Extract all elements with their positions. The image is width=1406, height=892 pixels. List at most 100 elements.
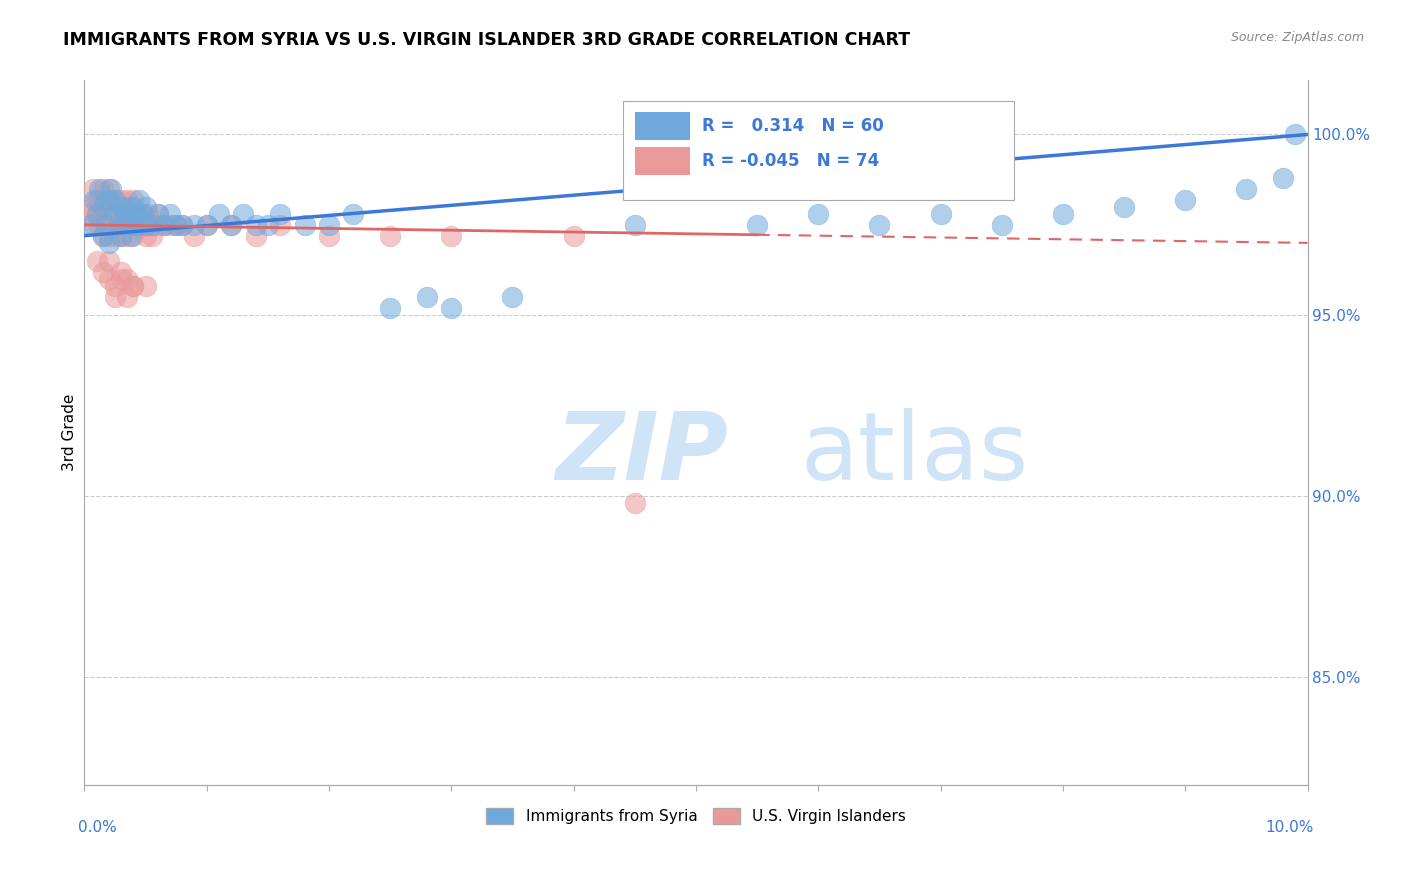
- Point: [91, 200, 114, 214]
- Point: [122, 279, 145, 293]
- Point: [195, 218, 218, 232]
- Point: [107, 218, 129, 232]
- Point: [104, 207, 127, 221]
- Point: [141, 218, 163, 232]
- Point: [195, 218, 218, 232]
- Y-axis label: 3rd Grade: 3rd Grade: [62, 394, 77, 471]
- Point: [97, 228, 120, 243]
- Point: [104, 193, 127, 207]
- Point: [91, 182, 114, 196]
- Point: [132, 207, 155, 221]
- FancyBboxPatch shape: [623, 102, 1014, 200]
- Point: [110, 228, 132, 243]
- Point: [120, 228, 142, 243]
- FancyBboxPatch shape: [636, 147, 690, 176]
- Point: [120, 207, 142, 221]
- Point: [219, 218, 242, 232]
- Text: 10.0%: 10.0%: [1265, 821, 1313, 835]
- Point: [86, 207, 108, 221]
- Point: [380, 301, 402, 315]
- Point: [77, 200, 100, 214]
- Point: [159, 207, 181, 221]
- Point: [122, 279, 145, 293]
- Point: [122, 228, 145, 243]
- Point: [183, 218, 205, 232]
- Text: IMMIGRANTS FROM SYRIA VS U.S. VIRGIN ISLANDER 3RD GRADE CORRELATION CHART: IMMIGRANTS FROM SYRIA VS U.S. VIRGIN ISL…: [63, 31, 911, 49]
- Point: [115, 207, 138, 221]
- Point: [100, 200, 122, 214]
- Point: [97, 272, 120, 286]
- Point: [97, 207, 120, 221]
- Point: [1114, 200, 1136, 214]
- Point: [115, 228, 138, 243]
- Point: [91, 265, 114, 279]
- Point: [120, 218, 142, 232]
- Point: [135, 200, 157, 214]
- Point: [146, 207, 169, 221]
- Point: [245, 218, 267, 232]
- Text: atlas: atlas: [800, 408, 1028, 500]
- Point: [112, 207, 135, 221]
- Point: [86, 207, 108, 221]
- Point: [83, 218, 105, 232]
- Point: [135, 228, 157, 243]
- Point: [100, 218, 122, 232]
- Point: [219, 218, 242, 232]
- Text: R = -0.045   N = 74: R = -0.045 N = 74: [702, 153, 879, 170]
- Point: [1284, 128, 1306, 142]
- FancyBboxPatch shape: [636, 112, 690, 140]
- Point: [136, 207, 159, 221]
- Point: [112, 207, 135, 221]
- Point: [110, 265, 132, 279]
- Point: [122, 207, 145, 221]
- Point: [87, 200, 110, 214]
- Point: [440, 228, 463, 243]
- Point: [125, 207, 148, 221]
- Point: [128, 218, 150, 232]
- Point: [107, 200, 129, 214]
- Point: [807, 207, 830, 221]
- Point: [125, 207, 148, 221]
- Text: R =   0.314   N = 60: R = 0.314 N = 60: [702, 117, 884, 135]
- Point: [122, 218, 145, 232]
- Point: [107, 218, 129, 232]
- Point: [96, 218, 118, 232]
- Point: [1052, 207, 1074, 221]
- Point: [110, 193, 132, 207]
- Point: [562, 228, 585, 243]
- Point: [342, 207, 364, 221]
- Point: [245, 228, 267, 243]
- Point: [153, 218, 176, 232]
- Point: [1236, 182, 1258, 196]
- Point: [86, 193, 108, 207]
- Point: [97, 193, 120, 207]
- Point: [82, 182, 104, 196]
- Point: [183, 228, 205, 243]
- Point: [110, 228, 132, 243]
- Point: [128, 207, 150, 221]
- Point: [112, 218, 135, 232]
- Point: [104, 228, 127, 243]
- Text: Source: ZipAtlas.com: Source: ZipAtlas.com: [1230, 31, 1364, 45]
- Point: [132, 207, 155, 221]
- Point: [1174, 193, 1197, 207]
- Point: [929, 207, 952, 221]
- Point: [97, 235, 120, 250]
- Point: [104, 207, 127, 221]
- Point: [96, 193, 118, 207]
- Point: [87, 218, 110, 232]
- Point: [100, 182, 122, 196]
- Point: [104, 279, 127, 293]
- Point: [115, 272, 138, 286]
- Point: [135, 218, 157, 232]
- Point: [624, 496, 647, 510]
- Point: [141, 218, 163, 232]
- Point: [318, 218, 340, 232]
- Point: [208, 207, 231, 221]
- Text: 0.0%: 0.0%: [79, 821, 117, 835]
- Point: [1272, 170, 1295, 185]
- Point: [97, 182, 120, 196]
- Point: [115, 290, 138, 304]
- Point: [91, 228, 114, 243]
- Point: [83, 193, 105, 207]
